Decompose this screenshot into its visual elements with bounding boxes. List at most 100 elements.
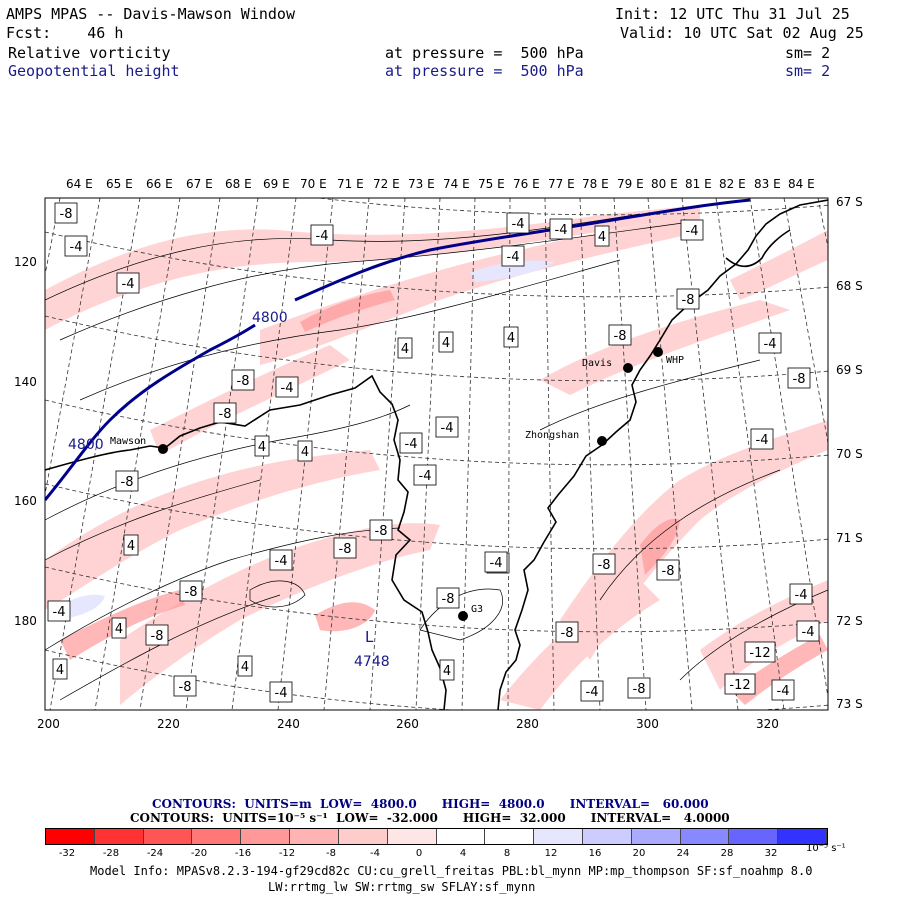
model-info: Model Info: MPASv8.2.3-194-gf29cd82c CU:… <box>90 864 813 878</box>
colorbar-tick-label: 20 <box>632 848 646 859</box>
vorticity-label: -12 <box>749 646 770 661</box>
vorticity-label-box <box>52 658 68 680</box>
colorbar-tick-label: 24 <box>676 848 690 859</box>
vorticity-label-box <box>436 587 460 609</box>
colorbar-tick-label: -28 <box>102 848 120 859</box>
vorticity-label: -8 <box>561 626 574 641</box>
vorticity-label: -4 <box>275 686 288 701</box>
colorbar-swatch <box>680 829 730 844</box>
x-tick: 200 <box>37 717 60 731</box>
vorticity-label-box <box>484 551 508 573</box>
vorticity-label: -4 <box>555 223 568 238</box>
lon-label: 80 E <box>651 177 678 191</box>
colorbar-tick-label: -4 <box>370 848 380 859</box>
x-tick: 320 <box>756 717 779 731</box>
forecast-hour: Fcst: 46 h <box>6 24 124 42</box>
vorticity-label: 4 <box>115 622 123 637</box>
y-tick: 180 <box>14 614 37 628</box>
colorbar-tick-label: -12 <box>278 848 296 859</box>
vorticity-label: 4 <box>598 230 606 245</box>
vorticity-label-box <box>310 224 334 246</box>
vorticity-label-box <box>724 673 756 695</box>
station-markers <box>158 347 663 621</box>
vorticity-label: -4 <box>281 381 294 396</box>
vorticity-label: -4 <box>802 625 815 640</box>
model-info-physics: LW:rrtmg_lw SW:rrtmg_sw SFLAY:sf_mynn <box>268 880 536 894</box>
vorticity-label-box <box>439 659 455 681</box>
vorticity-label: -8 <box>662 564 675 579</box>
lon-label: 77 E <box>548 177 575 191</box>
field1-name: Relative vorticity <box>8 44 171 62</box>
height-label: 4800 <box>68 437 104 453</box>
vorticity-label: 4 <box>301 445 309 460</box>
vorticity-label: -4 <box>777 684 790 699</box>
colorbar-swatch <box>485 829 535 844</box>
vorticity-label-box <box>750 428 774 450</box>
vorticity-label-box <box>796 620 820 642</box>
lon-label: 81 E <box>685 177 712 191</box>
vorticity-label-box <box>789 583 813 605</box>
colorbar-tick-label: -20 <box>190 848 208 859</box>
station-label: G3 <box>471 604 483 615</box>
vorticity-label-box <box>680 219 704 241</box>
lon-label: 78 E <box>582 177 609 191</box>
vorticity-label-box <box>435 416 459 438</box>
vorticity-label: -8 <box>121 475 134 490</box>
colorbar-tick-label: -24 <box>146 848 164 859</box>
station-label: Zhongshan <box>525 430 579 441</box>
vorticity-label-box <box>269 549 293 571</box>
vorticity-label-box <box>145 624 169 646</box>
vorticity-label-box <box>438 331 454 353</box>
lat-label: 71 S <box>836 531 863 545</box>
vorticity-label: -4 <box>764 337 777 352</box>
vorticity-label-box <box>506 212 530 234</box>
colorbar-tick-label: 0 <box>415 848 423 859</box>
station-label: WHP <box>666 355 684 366</box>
vorticity-label-box <box>116 272 140 294</box>
vorticity-label-box <box>213 402 237 424</box>
lon-label: 75 E <box>478 177 505 191</box>
vorticity-label-box <box>503 326 519 348</box>
lon-label: 70 E <box>300 177 327 191</box>
lon-label: 67 E <box>186 177 213 191</box>
map-frame <box>44 197 829 711</box>
vorticity-label-box <box>744 641 776 663</box>
lat-label: 72 S <box>836 614 863 628</box>
lon-label: 65 E <box>106 177 133 191</box>
vorticity-label-box <box>608 324 632 346</box>
colorbar-swatch <box>143 829 193 844</box>
x-tick: 220 <box>157 717 180 731</box>
vorticity-label-box <box>111 617 127 639</box>
vorticity-label-box <box>237 655 253 677</box>
height-label: 4800 <box>252 310 288 326</box>
vorticity-label: -4 <box>405 437 418 452</box>
lon-label: 79 E <box>617 177 644 191</box>
vorticity-label: -4 <box>686 224 699 239</box>
station-label: Davis <box>582 358 612 369</box>
field2-name: Geopotential height <box>8 62 180 80</box>
vorticity-label: -12 <box>729 678 750 693</box>
lon-label: 76 E <box>513 177 540 191</box>
vorticity-label: -8 <box>614 329 627 344</box>
low-marker: L <box>365 628 374 646</box>
colorbar-swatch <box>631 829 681 844</box>
colorbar-swatch <box>241 829 291 844</box>
colorbar-swatch <box>338 829 388 844</box>
contour-info-vorticity: CONTOURS: UNITS=10⁻⁵ s⁻¹ LOW= -32.000 HI… <box>130 811 730 825</box>
lat-label: 68 S <box>836 279 863 293</box>
vorticity-label: -8 <box>219 407 232 422</box>
colorbar-units: 10⁻⁵ s⁻¹ <box>806 843 846 854</box>
colorbar-swatch <box>729 829 779 844</box>
station-label: Mawson <box>110 436 146 447</box>
y-tick: 120 <box>14 255 37 269</box>
height-contour-4800 <box>45 198 751 501</box>
colorbar-tick-label: -8 <box>326 848 336 859</box>
colorbar-swatch <box>582 829 632 844</box>
vorticity-label-box <box>123 534 139 556</box>
vorticity-label-box <box>580 680 604 702</box>
colorbar-tick-label: 28 <box>720 848 734 859</box>
vorticity-label: -8 <box>682 293 695 308</box>
vorticity-label-box <box>771 679 795 701</box>
vorticity-label: -4 <box>53 605 66 620</box>
